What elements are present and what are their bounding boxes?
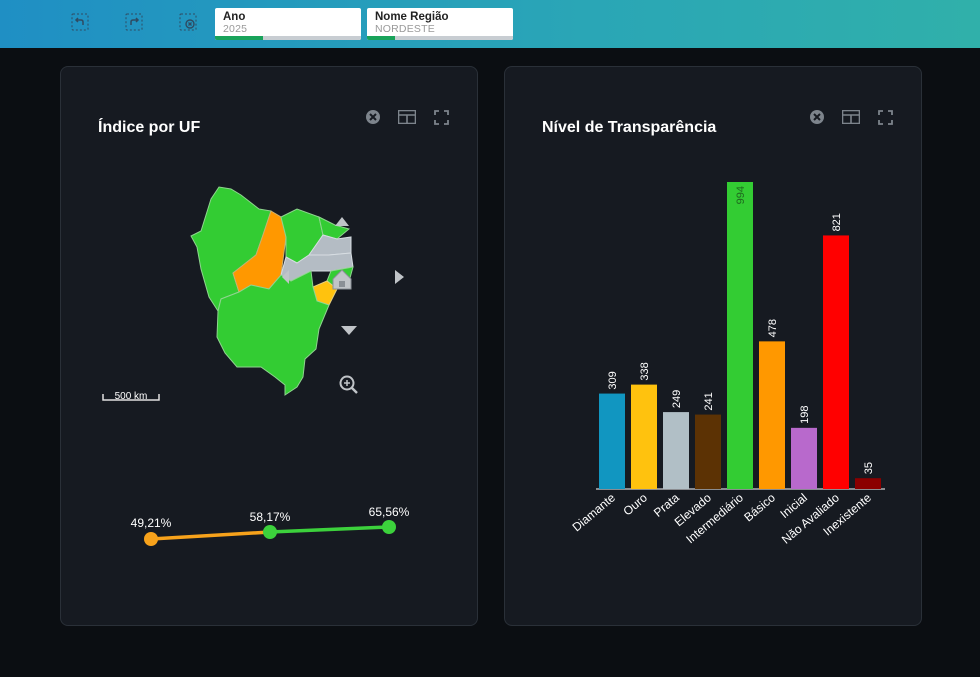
filter-nome-regiao[interactable]: Nome Região NORDESTE (367, 8, 513, 40)
filter-ano[interactable]: Ano 2025 (215, 8, 361, 40)
data-label: 994 (735, 186, 747, 204)
panel-actions (807, 107, 895, 127)
undo-icon[interactable] (70, 12, 90, 32)
data-label: 338 (639, 362, 651, 380)
panel-actions (363, 107, 451, 127)
redo-icon[interactable] (124, 12, 144, 32)
trend-point (382, 520, 396, 534)
pan-down-icon (341, 326, 357, 335)
bar-n-o-avaliado[interactable] (823, 235, 849, 489)
data-label: 478 (767, 319, 779, 337)
trend-label: 49,21% (131, 516, 172, 530)
data-label: 249 (671, 390, 683, 408)
pan-right-icon (395, 270, 404, 284)
trend-chart: 49,21% 58,17% 65,56% (131, 505, 410, 546)
bar-panel-title: Nível de Transparência (542, 119, 717, 136)
map-navigation (282, 217, 404, 394)
bar-inicial[interactable] (791, 427, 817, 489)
bar-elevado[interactable] (695, 414, 721, 489)
fullscreen-icon[interactable] (431, 107, 451, 127)
bar-chart-panel: Nível de Transparência 309 Diamante 338 Our… (504, 66, 922, 626)
state-rn (318, 216, 351, 240)
state-shapes (190, 186, 354, 396)
home-icon (332, 269, 352, 290)
fullscreen-icon[interactable] (875, 107, 895, 127)
category-label: Básico (741, 490, 778, 524)
filter-label: Nome Região (375, 11, 449, 23)
data-label: 821 (831, 213, 843, 231)
filter-value: NORDESTE (375, 23, 435, 35)
top-toolbar: Ano 2025 Nome Região NORDESTE (0, 0, 980, 48)
data-label: 198 (799, 405, 811, 423)
clear-selections-icon[interactable] (178, 12, 198, 32)
region-map: 500 km 49,21% 58,17% 65,56% (102, 186, 410, 546)
bar-prata[interactable] (663, 412, 689, 489)
bar-chart: 309Diamante338Ouro249Prata241Elevado994I… (570, 182, 885, 547)
data-label: 241 (703, 392, 715, 410)
zoom-in-icon (339, 375, 358, 394)
trend-point (144, 532, 158, 546)
close-icon[interactable] (363, 107, 383, 127)
bar-intermedi-rio[interactable] (727, 182, 753, 489)
map-panel-title: Índice por UF (98, 119, 201, 136)
bar-b-sico[interactable] (759, 341, 785, 489)
trend-label: 58,17% (250, 510, 291, 524)
data-label: 35 (863, 462, 875, 474)
category-label: Diamante (570, 490, 619, 534)
filter-selection-bar (367, 36, 513, 40)
category-label: Ouro (620, 490, 650, 518)
bar-ouro[interactable] (631, 384, 657, 489)
trend-point (263, 525, 277, 539)
trend-line-segment (150, 530, 271, 541)
trend-line-segment (269, 525, 390, 534)
map-panel: Índice por UF (60, 66, 478, 626)
pan-up-icon (335, 217, 349, 226)
table-view-icon[interactable] (841, 107, 861, 127)
map-scale-bar: 500 km (102, 391, 160, 402)
filter-selection-fill (367, 36, 395, 40)
bar-inexistente[interactable] (855, 478, 881, 489)
scale-label: 500 km (115, 391, 148, 402)
filter-label: Ano (223, 11, 246, 23)
filter-selection-fill (215, 36, 263, 40)
trend-label: 65,56% (369, 505, 410, 519)
filter-selection-bar (215, 36, 361, 40)
bar-diamante[interactable] (599, 393, 625, 489)
table-view-icon[interactable] (397, 107, 417, 127)
state-bahia (216, 270, 330, 396)
data-label: 309 (607, 371, 619, 389)
filter-value: 2025 (223, 23, 248, 35)
close-icon[interactable] (807, 107, 827, 127)
pan-left-icon (282, 270, 289, 284)
